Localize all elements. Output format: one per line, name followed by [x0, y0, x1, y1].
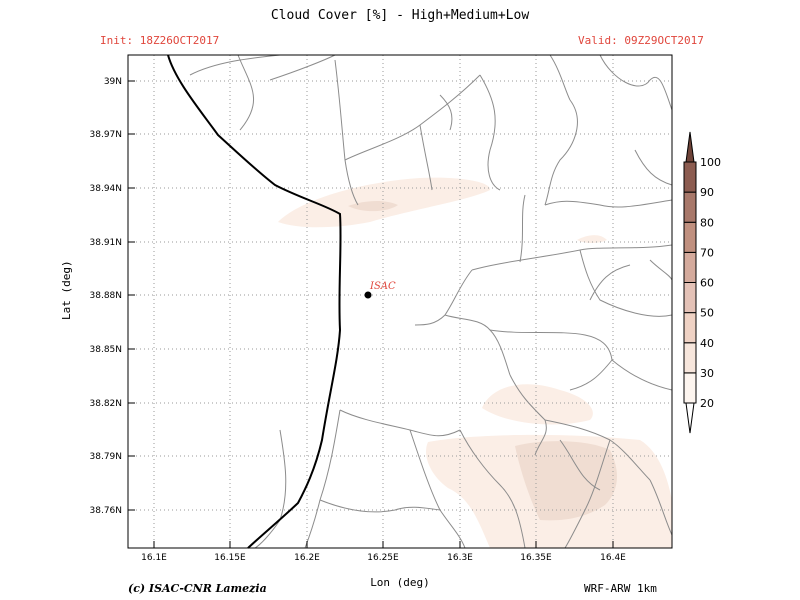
y-tick-label: 38.88N: [90, 291, 123, 301]
municipal-boundaries: [189, 54, 673, 549]
init-time: Init: 18Z26OCT2017: [100, 34, 220, 47]
y-axis-label: Lat (deg): [60, 260, 73, 320]
credit-text: (c) ISAC-CNR Lamezia: [128, 582, 267, 595]
colorbar-box: [683, 191, 697, 223]
coastline: [167, 54, 342, 549]
chart-title: Cloud Cover [%] - High+Medium+Low: [270, 8, 530, 23]
y-tick-label: 38.91N: [90, 238, 123, 248]
x-tick-label: 16.2E: [294, 553, 320, 563]
colorbar-label: 60: [700, 277, 714, 290]
colorbar-bottom-arrow: [685, 402, 695, 434]
x-tick-label: 16.1E: [141, 553, 167, 563]
axis-ticks: [128, 80, 614, 548]
colorbar-label: 20: [700, 397, 714, 410]
y-tick-labels: 39N 38.97N 38.94N 38.91N 38.88N 38.85N 3…: [90, 77, 123, 516]
y-tick-label: 38.97N: [90, 130, 123, 140]
y-tick-label: 39N: [104, 77, 122, 87]
colorbar-label: 50: [700, 307, 714, 320]
colorbar-box: [683, 161, 697, 193]
colorbar-box: [683, 282, 697, 314]
x-tick-label: 16.3E: [447, 553, 473, 563]
y-tick-label: 38.82N: [90, 399, 123, 409]
x-tick-label: 16.35E: [520, 553, 552, 563]
x-tick-label: 16.25E: [367, 553, 399, 563]
colorbar-top-arrow: [685, 131, 695, 163]
colorbar-box: [683, 251, 697, 283]
cloud-fill-south-core: [515, 441, 617, 521]
cloud-cover-fills: [278, 177, 672, 548]
x-tick-label: 16.15E: [214, 553, 246, 563]
colorbar-box: [683, 372, 697, 404]
map-frame: [127, 54, 673, 549]
cloud-fill-north-core: [348, 200, 398, 212]
valid-time: Valid: 09Z29OCT2017: [578, 34, 704, 47]
colorbar-box: [683, 342, 697, 374]
x-tick-labels: 16.1E 16.15E 16.2E 16.25E 16.3E 16.35E 1…: [141, 553, 626, 563]
colorbar-label: 90: [700, 186, 714, 199]
colorbar-box: [683, 312, 697, 344]
y-tick-label: 38.76N: [90, 506, 123, 516]
cloud-fill-small: [577, 235, 607, 243]
isac-station-label: ISAC: [369, 281, 396, 292]
cloud-fill-south-upper: [482, 384, 593, 425]
colorbar-label: 80: [700, 216, 714, 229]
grid-lines: [128, 55, 672, 548]
y-tick-label: 38.85N: [90, 345, 123, 355]
isac-station-marker: [364, 291, 372, 299]
colorbar-box: [683, 221, 697, 253]
colorbar-label: 40: [700, 337, 714, 350]
y-tick-label: 38.79N: [90, 452, 123, 462]
colorbar-label: 70: [700, 246, 714, 259]
y-tick-label: 38.94N: [90, 184, 123, 194]
colorbar: 20 30 40 50 60 70 80 90 100: [683, 131, 721, 434]
x-tick-label: 16.4E: [600, 553, 626, 563]
x-axis-label: Lon (deg): [370, 576, 430, 589]
model-text: WRF-ARW 1km: [584, 582, 657, 595]
colorbar-label: 30: [700, 367, 714, 380]
colorbar-label: 100: [700, 156, 721, 169]
